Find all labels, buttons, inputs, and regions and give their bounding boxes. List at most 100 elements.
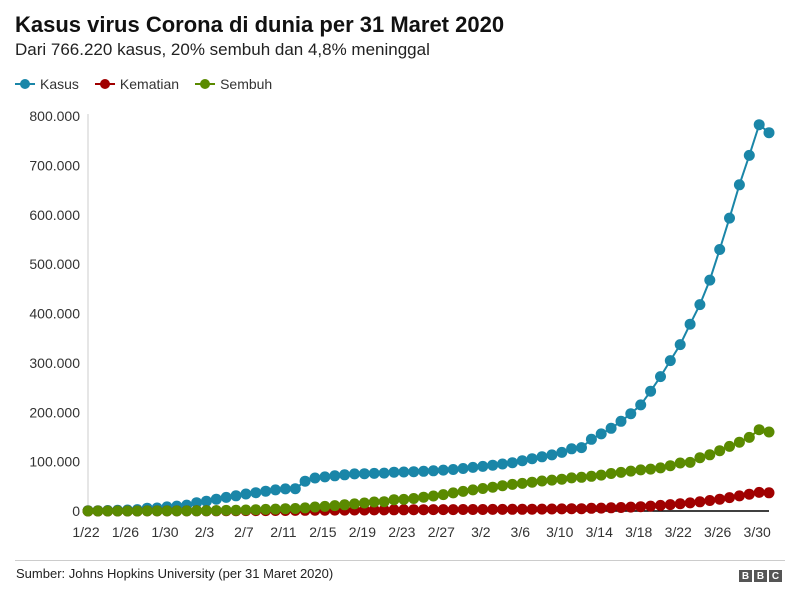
- data-point-kasus: [546, 449, 558, 461]
- data-point-kematian: [516, 503, 528, 515]
- data-point-kematian: [418, 504, 430, 516]
- data-point-kasus: [615, 415, 627, 427]
- data-point-kematian: [595, 502, 607, 514]
- data-point-sembuh: [467, 484, 479, 496]
- data-point-kematian: [585, 502, 597, 514]
- x-tick-label: 2/3: [195, 524, 215, 540]
- data-point-sembuh: [684, 456, 696, 468]
- data-point-sembuh: [477, 483, 489, 494]
- data-point-kasus: [763, 127, 775, 139]
- data-point-kasus: [270, 484, 281, 496]
- data-point-sembuh: [497, 480, 508, 492]
- data-point-sembuh: [447, 487, 459, 499]
- data-point-kematian: [605, 502, 617, 514]
- data-point-sembuh: [437, 489, 449, 501]
- data-point-kasus: [299, 475, 311, 487]
- data-point-kasus: [625, 408, 637, 420]
- data-point-sembuh: [635, 464, 647, 476]
- data-point-sembuh: [122, 505, 133, 517]
- legend-item-sembuh: Sembuh: [195, 76, 272, 92]
- footer-divider: [15, 560, 785, 561]
- data-point-sembuh: [704, 449, 716, 461]
- data-point-sembuh: [576, 471, 587, 483]
- data-point-kasus: [477, 460, 489, 472]
- legend-label-kasus: Kasus: [40, 76, 79, 92]
- data-point-sembuh: [112, 505, 124, 517]
- data-point-kematian: [506, 503, 518, 515]
- data-point-kasus: [487, 459, 499, 471]
- data-point-sembuh: [329, 500, 341, 512]
- x-tick-label: 3/26: [704, 524, 731, 540]
- x-tick-label: 3/2: [471, 524, 491, 540]
- line-chart: 0 100.000 200.000 300.000 400.000 500.000 600.…: [29, 108, 775, 540]
- data-point-kematian: [467, 504, 479, 515]
- data-point-sembuh: [427, 490, 439, 502]
- data-point-kematian: [655, 499, 666, 511]
- data-point-kasus: [309, 472, 321, 484]
- data-point-kasus: [753, 119, 765, 131]
- data-point-kasus: [664, 355, 676, 367]
- legend-marker-sembuh: [195, 79, 216, 89]
- data-point-sembuh: [674, 457, 686, 469]
- bbc-logo: B B C: [739, 570, 782, 582]
- data-point-kematian: [674, 498, 686, 510]
- data-point-kematian: [556, 503, 568, 515]
- data-point-kasus: [655, 371, 666, 383]
- data-point-kematian: [477, 504, 489, 515]
- data-point-sembuh: [526, 476, 538, 488]
- data-point-kematian: [694, 496, 706, 508]
- data-point-sembuh: [595, 469, 607, 481]
- data-point-kematian: [408, 504, 420, 516]
- data-point-kasus: [408, 466, 420, 478]
- data-point-kematian: [753, 486, 765, 498]
- data-point-kasus: [556, 446, 568, 458]
- series-sembuh: [82, 424, 775, 517]
- data-point-kematian: [635, 501, 647, 513]
- source-note: Sumber: Johns Hopkins University (per 31…: [16, 566, 334, 581]
- data-point-kematian: [704, 495, 716, 506]
- data-point-kasus: [349, 468, 360, 480]
- x-tick-label: 1/26: [112, 524, 139, 540]
- data-point-kasus: [210, 493, 222, 505]
- data-point-sembuh: [655, 462, 666, 474]
- data-point-kematian: [684, 497, 696, 509]
- data-point-sembuh: [279, 503, 291, 515]
- data-point-kematian: [388, 504, 400, 516]
- data-point-kasus: [714, 244, 726, 255]
- data-point-sembuh: [220, 504, 232, 516]
- data-point-sembuh: [733, 436, 745, 448]
- data-point-kematian: [447, 504, 459, 516]
- data-point-kasus: [497, 458, 508, 470]
- x-tick-label: 3/22: [665, 524, 692, 540]
- data-point-kasus: [230, 490, 242, 502]
- data-point-kematian: [566, 503, 578, 515]
- y-tick-label: 800.000: [29, 108, 80, 124]
- data-point-kasus: [516, 455, 528, 467]
- data-point-kematian: [763, 487, 775, 499]
- data-point-sembuh: [556, 473, 568, 485]
- legend-item-kematian: Kematian: [94, 76, 180, 92]
- x-tick-label: 2/7: [234, 524, 254, 540]
- bbc-logo-letter: C: [769, 570, 782, 582]
- data-point-sembuh: [664, 460, 676, 472]
- data-point-kasus: [566, 443, 578, 455]
- data-point-kasus: [447, 464, 459, 475]
- data-point-kasus: [635, 399, 647, 411]
- data-point-sembuh: [605, 468, 617, 479]
- data-point-sembuh: [368, 496, 380, 508]
- data-point-kasus: [250, 487, 262, 499]
- data-point-sembuh: [457, 485, 469, 497]
- data-point-kasus: [704, 274, 716, 286]
- y-axis: 0 100.000 200.000 300.000 400.000 500.000 600.…: [29, 108, 89, 519]
- data-point-kasus: [694, 299, 706, 311]
- data-point-kematian: [368, 504, 380, 516]
- data-point-sembuh: [546, 474, 558, 486]
- data-point-kasus: [200, 495, 212, 507]
- data-point-sembuh: [398, 493, 410, 505]
- data-point-kasus: [398, 466, 410, 478]
- data-point-kasus: [724, 212, 735, 224]
- legend-label-kematian: Kematian: [119, 76, 180, 92]
- y-tick-label: 200.000: [29, 404, 80, 420]
- x-tick-label: 2/23: [388, 524, 415, 540]
- x-tick-label: 3/18: [625, 524, 652, 540]
